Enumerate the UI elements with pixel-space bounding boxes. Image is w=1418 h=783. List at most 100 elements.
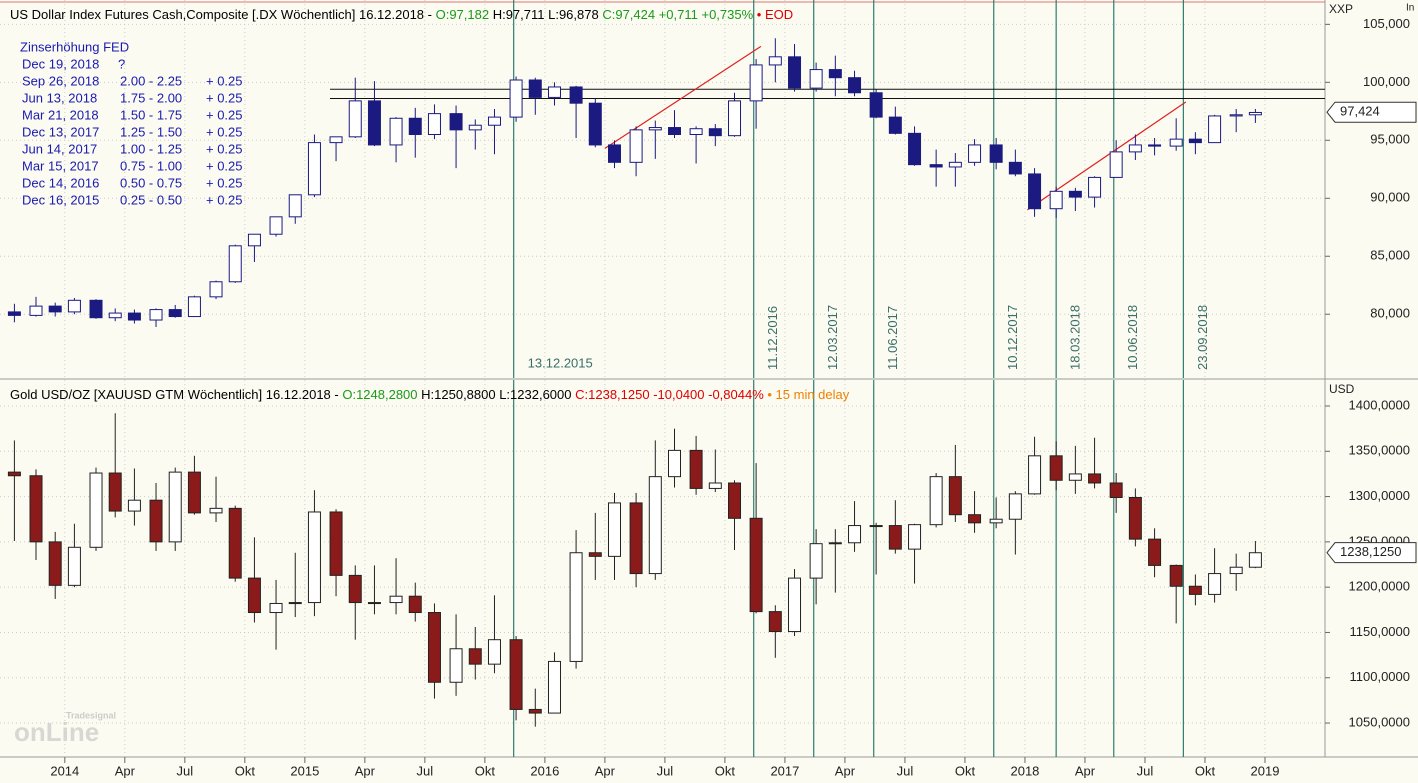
candle-body — [7, 311, 21, 316]
y-tick-label: 100,000 — [1363, 74, 1410, 89]
x-tick-label: 2016 — [530, 763, 559, 778]
note-cell: + 0.25 — [206, 192, 243, 207]
axis-unit: XXP — [1329, 2, 1353, 16]
candle-body — [1248, 111, 1262, 116]
title-part: O:1248,2800 — [342, 387, 417, 402]
note-cell: Sep 26, 2018 — [22, 73, 99, 88]
candle-body — [989, 144, 1003, 163]
candle-body — [708, 482, 722, 489]
candle-body — [1229, 114, 1243, 117]
note-cell: Dec 16, 2015 — [22, 192, 99, 207]
candle-body — [468, 648, 482, 665]
candle-body — [1169, 138, 1183, 147]
candle-body — [247, 233, 261, 247]
panel-title: US Dollar Index Futures Cash,Composite [… — [10, 7, 793, 22]
candle-body — [228, 245, 242, 283]
event-label: 10.12.2017 — [1005, 305, 1020, 370]
x-tick-label: 2014 — [50, 763, 79, 778]
candle-body — [1028, 173, 1042, 210]
x-tick-label: Jul — [897, 763, 914, 778]
logo-small: Tradesignal — [66, 710, 116, 720]
candle-body — [528, 79, 542, 98]
candle-body — [648, 476, 662, 575]
candle-body — [1049, 455, 1063, 481]
y-tick-label: 85,000 — [1370, 248, 1410, 263]
candle-body — [1148, 144, 1162, 147]
candle-body — [1169, 564, 1183, 587]
candle-body — [569, 86, 583, 104]
candle-body — [1208, 115, 1222, 144]
candle-body — [1049, 190, 1063, 210]
candle-body — [1008, 161, 1022, 175]
candle-body — [869, 92, 883, 118]
candle-body — [408, 117, 422, 136]
candle-body — [728, 100, 742, 137]
candle-body — [329, 511, 343, 576]
candle-body — [828, 542, 842, 545]
candle-body — [487, 639, 501, 665]
title-part: H:1250,8800 L:1232,6000 — [418, 387, 576, 402]
candle-body — [1229, 566, 1243, 575]
title-part: Gold USD/OZ [XAUUSD GTM Wöchentlich] 16.… — [10, 387, 342, 402]
last-price-label: 1238,1250 — [1340, 544, 1401, 559]
candle-body — [89, 299, 103, 319]
event-label: 23.09.2018 — [1195, 305, 1210, 370]
candle-body — [908, 132, 922, 166]
candle-body — [408, 595, 422, 614]
candle-body — [367, 602, 381, 605]
candle-body — [487, 116, 501, 126]
x-tick-label: Apr — [595, 763, 616, 778]
candle-body — [149, 499, 163, 543]
x-tick-label: Apr — [1075, 763, 1096, 778]
candle-body — [968, 144, 982, 163]
x-tick-label: Okt — [955, 763, 976, 778]
last-price-label: 97,424 — [1340, 104, 1380, 119]
corner-label: In — [1406, 3, 1414, 14]
candle-body — [1128, 496, 1142, 540]
note-title: Zinserhöhung FED — [20, 39, 129, 54]
candle-body — [67, 299, 81, 313]
event-label: 11.12.2016 — [765, 306, 780, 370]
candle-body — [768, 56, 782, 66]
y-tick-label: 1350,0000 — [1349, 443, 1410, 458]
candle-body — [547, 86, 561, 98]
candle-body — [848, 77, 862, 94]
candle-body — [648, 127, 662, 131]
candle-body — [768, 611, 782, 633]
candle-body — [1088, 176, 1102, 198]
note-cell: Dec 14, 2016 — [22, 175, 99, 190]
candle-body — [307, 511, 321, 604]
event-label: 12.03.2017 — [825, 305, 840, 370]
candle-body — [1088, 473, 1102, 484]
note-cell: 1.00 - 1.25 — [120, 141, 182, 156]
x-tick-label: Apr — [115, 763, 136, 778]
title-part: • EOD — [753, 7, 793, 22]
candle-body — [48, 541, 62, 586]
y-tick-label: 95,000 — [1370, 132, 1410, 147]
note-cell: + 0.25 — [206, 73, 243, 88]
candle-body — [269, 602, 283, 614]
note-cell: 1.25 - 1.50 — [120, 124, 182, 139]
candle-body — [89, 472, 103, 548]
title-part: C:1238,1250 -10,0400 -0,8044% — [575, 387, 764, 402]
candle-body — [828, 69, 842, 79]
candle-body — [848, 525, 862, 544]
candle-body — [67, 546, 81, 586]
x-tick-label: Apr — [355, 763, 376, 778]
title-part: H:97,711 L:96,878 — [489, 7, 602, 22]
event-label: 10.06.2018 — [1125, 305, 1140, 370]
candle-body — [569, 552, 583, 662]
candle-body — [389, 595, 403, 604]
candle-body — [1148, 538, 1162, 566]
note-cell: Dec 19, 2018 — [22, 56, 99, 71]
candle-body — [1008, 493, 1022, 520]
note-cell: + 0.25 — [206, 124, 243, 139]
panel-title: Gold USD/OZ [XAUUSD GTM Wöchentlich] 16.… — [10, 387, 850, 402]
x-tick-label: Jul — [417, 763, 434, 778]
event-label: 11.06.2017 — [885, 306, 900, 370]
candle-body — [749, 64, 763, 102]
candle-body — [1028, 455, 1042, 495]
candle-body — [288, 194, 302, 218]
y-tick-label: 1150,0000 — [1350, 624, 1411, 639]
candle-body — [1068, 190, 1082, 198]
